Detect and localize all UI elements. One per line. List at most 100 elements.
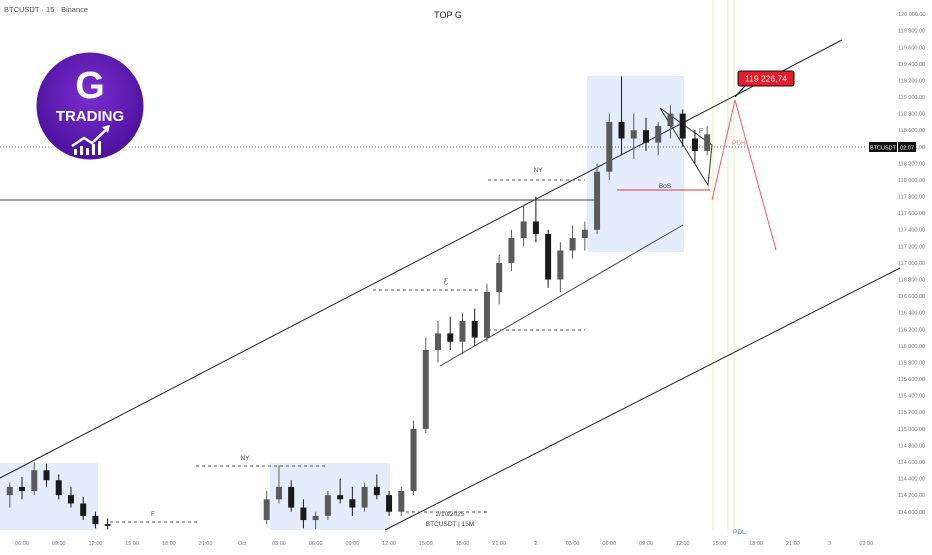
candle-body [43,470,50,481]
candle-body [263,499,270,521]
y-tick-label: 114 000.00 [898,510,925,516]
y-tick-label: 119 800.00 [898,29,925,35]
chart-title: TOP G [434,10,462,20]
annotation: NY [240,455,250,462]
y-tick-label: 118 200.00 [898,161,925,167]
logo-icon [98,141,101,155]
annotation: F [699,128,703,135]
symbol-label: BTCUSDT · 15 · Binance [4,5,88,14]
logo-icon [92,144,95,155]
x-tick-label: 21:00 [492,541,506,547]
candle-body [569,238,576,251]
logo-letter: G [75,65,105,107]
x-tick-label: 18:00 [749,541,763,547]
candle-body [288,486,295,508]
y-tick-label: 114 200.00 [898,493,925,499]
target-box [737,70,795,87]
y-tick-label: 116 600.00 [898,294,925,300]
x-tick-label: 06:00 [309,541,323,547]
candle-body [422,350,429,429]
candle-body [300,507,307,521]
y-tick-label: 116 800.00 [898,278,925,284]
x-tick-label: 2 [534,541,537,547]
candles [6,76,711,530]
candle-body [655,126,662,143]
y-tick-label: 115 200.00 [898,410,925,416]
candle-body [606,121,613,172]
candle-body [520,221,527,239]
projection [711,99,777,251]
candle-body [496,262,503,292]
candle-body [373,486,380,496]
candle-body [471,320,478,338]
price-tag-symbol: BTCUSDT [870,146,897,152]
x-tick-label: 06:00 [15,541,29,547]
candle-body [80,503,87,516]
y-tick-label: 116 400.00 [898,311,925,317]
candle-body [642,130,649,143]
price-axis: 114 000.00 114 200.00 114 400.00 114 600.00… [898,12,926,516]
candle-body [532,221,539,234]
y-tick-label: 117 400.00 [898,228,925,234]
candle-body [19,486,26,492]
candle-body [92,515,99,525]
candle-body [447,333,454,342]
candle-body [459,320,466,342]
candle-body [618,121,625,139]
x-tick-label: 12:00 [382,541,396,547]
y-tick-label: 117 000.00 [898,261,925,267]
candle-body [104,524,111,526]
target-label: 119 226,74 [745,74,787,84]
y-tick-label: 115 000.00 [898,427,925,433]
annotation: BTCUSDT | 15M [426,521,475,528]
logo-circle [33,49,147,163]
candle-body [312,515,319,521]
logo-icon [71,127,109,148]
candle-body [386,495,393,512]
y-tick-label: 118 800.00 [898,112,925,118]
x-tick-label: 03:00 [859,541,873,547]
candle-body [508,238,515,263]
y-tick-label: 120 000.00 [898,12,926,18]
y-tick-label: 114 800.00 [898,443,925,449]
y-tick-label: 117 800.00 [898,195,925,201]
channel-line [439,224,684,367]
channel-line [0,39,843,479]
candle-body [581,229,588,239]
x-tick-label: 03:00 [566,541,580,547]
candle-body [410,428,417,492]
candle-body [55,480,62,496]
y-tick-label: 119 000.00 [898,95,925,101]
price-tag [898,142,916,152]
candle-body [594,171,601,230]
x-tick-label: 15:00 [125,541,139,547]
y-tick-label: 118 000.00 [898,178,925,184]
x-tick-label: 12:00 [676,541,690,547]
y-tick-label: 119 400.00 [898,62,925,68]
x-tick-label: 21:00 [199,541,213,547]
candle-body [679,113,686,139]
candle-body [667,113,674,127]
x-tick-label: 09:00 [639,541,653,547]
x-tick-label: 06:00 [602,541,616,547]
candle-body [398,491,405,512]
y-tick-label: 115 600.00 [898,377,925,383]
logo-icon [102,125,110,133]
y-tick-label: 116 000.00 [898,344,925,350]
target-pointer [734,85,746,98]
logo-icon [74,149,77,155]
logo: G TRADING [33,49,147,163]
y-tick-label: 114 400.00 [898,477,925,483]
logo-icon [86,148,89,155]
y-tick-label: 115 400.00 [898,394,925,400]
time-axis: 06:00 09:00 12:00 15:00 18:00 21:00 Oct 03:00 06… [15,541,873,547]
candle-body [483,291,490,338]
x-tick-label: 18:00 [456,541,470,547]
candle-body [691,138,698,151]
candle-body [557,250,564,280]
session-box [587,76,684,252]
y-tick-label: 119 600.00 [898,45,925,51]
annotation: PDL [733,529,746,536]
